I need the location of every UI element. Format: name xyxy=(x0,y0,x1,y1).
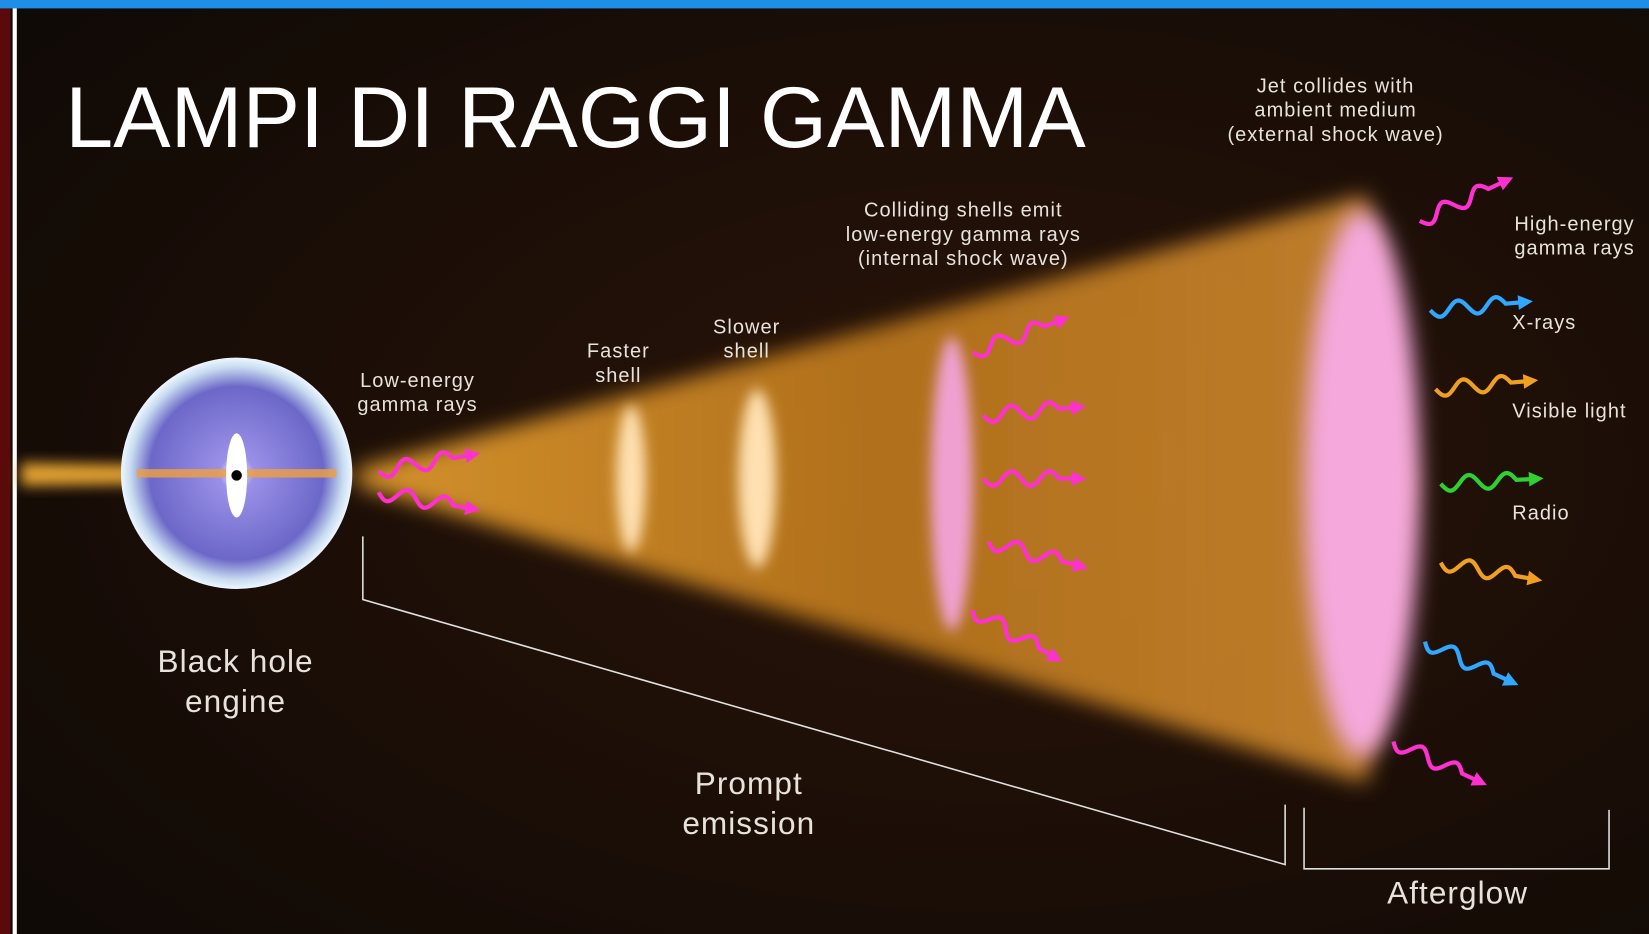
wave xyxy=(1439,470,1532,493)
wave xyxy=(970,609,1053,658)
label: Radio xyxy=(1512,503,1569,525)
label: Black hole xyxy=(158,643,314,679)
wave-arrow xyxy=(1391,740,1487,786)
label: ambient medium xyxy=(1254,100,1416,122)
wave-arrow xyxy=(1422,641,1519,686)
label: emission xyxy=(682,805,815,841)
label: Afterglow xyxy=(1387,874,1528,910)
wave-arrow xyxy=(981,400,1086,425)
arrow-head xyxy=(1071,471,1087,486)
wave xyxy=(1391,740,1477,782)
black-hole xyxy=(231,470,242,481)
top-bar xyxy=(0,0,1649,9)
arrow-head xyxy=(1496,176,1514,191)
wave-arrow xyxy=(1418,176,1514,227)
label: Slower xyxy=(713,316,780,338)
label: shell xyxy=(595,365,641,387)
jet-cone xyxy=(357,194,1410,784)
arrow-head xyxy=(1071,557,1089,572)
label: X-rays xyxy=(1512,312,1576,334)
wave-arrow xyxy=(1428,295,1533,319)
label: (internal shock wave) xyxy=(858,248,1069,270)
label: Colliding shells emit xyxy=(864,200,1063,222)
label: low-energy gamma rays xyxy=(846,224,1081,246)
arrow-head xyxy=(1470,772,1487,786)
arrow-head xyxy=(1522,374,1539,389)
faster-shell xyxy=(616,404,646,553)
arrow-head xyxy=(1528,471,1544,487)
label: gamma rays xyxy=(357,394,477,416)
wave xyxy=(986,539,1077,568)
title: LAMPI DI RAGGI GAMMA xyxy=(65,70,1086,166)
wave-arrow xyxy=(377,448,481,479)
label: Visible light xyxy=(1512,401,1626,423)
arrow-head xyxy=(464,448,481,464)
wave-arrow xyxy=(1434,373,1539,398)
left-strip xyxy=(0,0,11,934)
wave-arrow xyxy=(376,487,481,515)
arrow-head xyxy=(1070,400,1086,416)
wave-arrow xyxy=(971,315,1070,359)
wave xyxy=(1428,295,1521,319)
wave xyxy=(377,450,469,479)
wave xyxy=(981,400,1074,425)
arrow-head xyxy=(1045,647,1063,662)
wave xyxy=(981,469,1074,489)
left-border xyxy=(12,0,17,934)
arrow-head xyxy=(1501,672,1519,686)
afterglow-bracket xyxy=(1303,807,1610,870)
wave-arrow xyxy=(1439,470,1544,493)
wave-arrow xyxy=(1438,558,1543,586)
internal-shock xyxy=(930,336,973,632)
wave-arrow xyxy=(986,539,1089,572)
wave-arrow xyxy=(970,609,1063,662)
label: Prompt xyxy=(695,765,803,801)
label: High-energy xyxy=(1514,213,1634,235)
arrow-head xyxy=(1053,315,1070,330)
label: Faster xyxy=(587,341,650,363)
wave xyxy=(376,487,469,511)
wave xyxy=(1418,180,1503,227)
label: (external shock wave) xyxy=(1227,124,1443,146)
wave xyxy=(1434,373,1526,398)
label: Jet collides with xyxy=(1257,76,1415,98)
label: Low-energy xyxy=(360,370,475,392)
external-shock xyxy=(1304,210,1420,758)
label: shell xyxy=(724,341,770,363)
label: gamma rays xyxy=(1514,238,1634,260)
wave xyxy=(971,319,1059,359)
prompt-bracket xyxy=(362,536,1286,866)
slower-shell xyxy=(738,389,777,568)
arrow-head xyxy=(1526,570,1543,586)
label: engine xyxy=(185,683,286,719)
arrow-head xyxy=(464,500,481,515)
wave-arrow xyxy=(981,469,1087,489)
wave xyxy=(1438,558,1531,581)
arrow-head xyxy=(1517,295,1533,310)
wave xyxy=(1422,641,1508,682)
